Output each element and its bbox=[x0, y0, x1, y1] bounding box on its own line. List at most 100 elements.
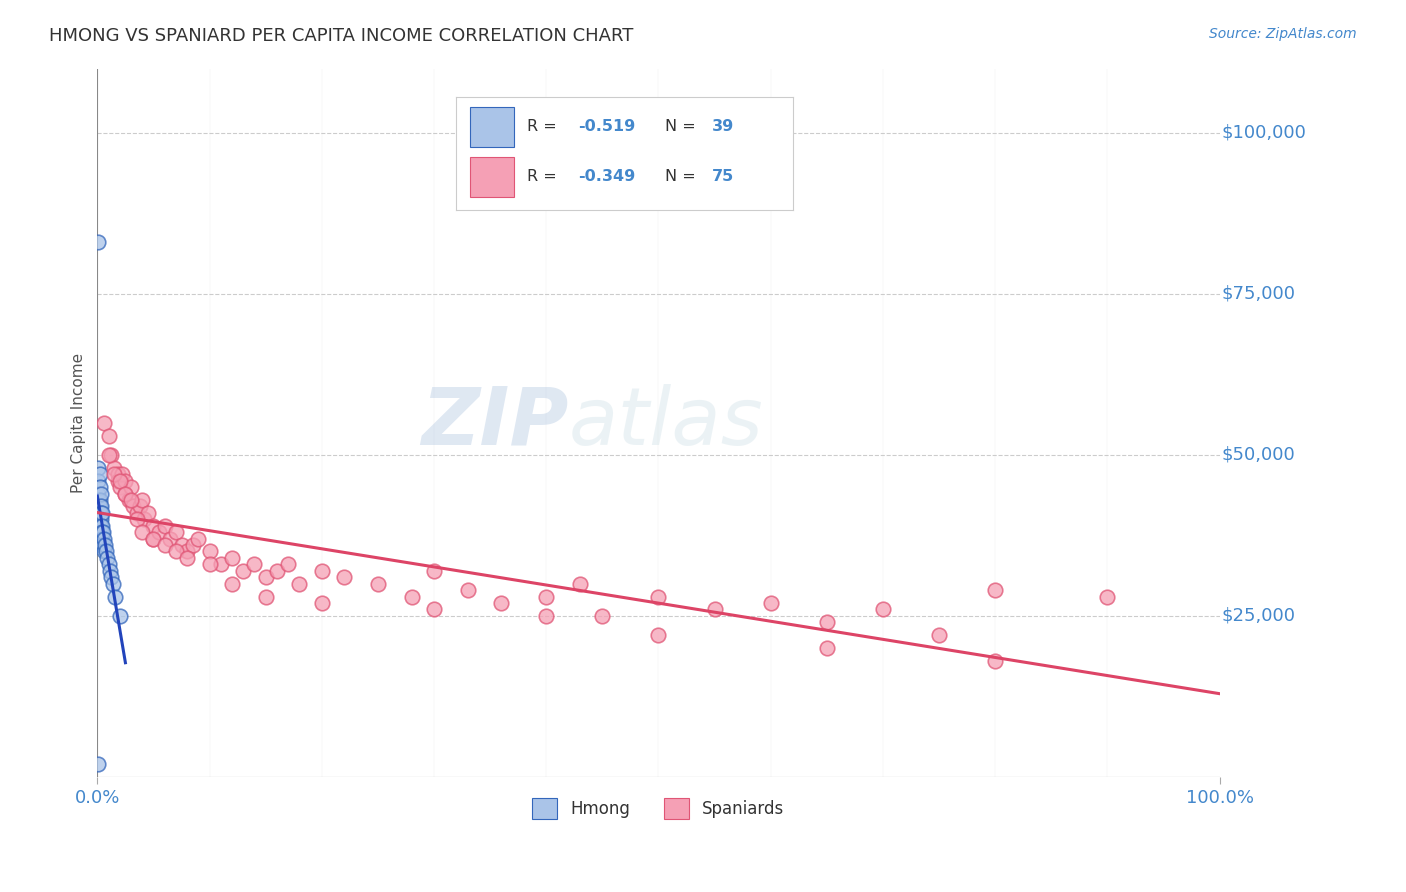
Point bbox=[90, 486, 112, 500]
Point bbox=[254, 590, 277, 604]
Point bbox=[181, 538, 204, 552]
Point bbox=[90, 518, 112, 533]
Point bbox=[209, 558, 232, 572]
Point bbox=[928, 628, 950, 642]
Point bbox=[93, 544, 115, 558]
Point bbox=[568, 576, 591, 591]
Point bbox=[125, 512, 148, 526]
Point bbox=[87, 235, 110, 250]
Point bbox=[90, 500, 112, 514]
Point bbox=[97, 428, 120, 442]
Point bbox=[89, 506, 111, 520]
Point bbox=[94, 538, 117, 552]
Point bbox=[122, 500, 145, 514]
Point bbox=[90, 506, 112, 520]
Point bbox=[423, 602, 446, 616]
Point bbox=[90, 538, 112, 552]
Point bbox=[90, 538, 112, 552]
Point bbox=[129, 500, 152, 514]
Point bbox=[89, 480, 111, 494]
Point bbox=[87, 460, 110, 475]
Point bbox=[136, 506, 159, 520]
Point bbox=[91, 538, 114, 552]
Point bbox=[159, 532, 181, 546]
Text: Source: ZipAtlas.com: Source: ZipAtlas.com bbox=[1209, 27, 1357, 41]
Point bbox=[243, 558, 266, 572]
Point bbox=[815, 615, 838, 630]
Point bbox=[647, 628, 669, 642]
Point bbox=[131, 493, 153, 508]
Point bbox=[107, 474, 129, 488]
Point bbox=[114, 474, 136, 488]
Point bbox=[108, 480, 131, 494]
Point bbox=[170, 538, 193, 552]
Point bbox=[176, 550, 198, 565]
Point bbox=[131, 525, 153, 540]
Text: ZIP: ZIP bbox=[422, 384, 568, 462]
Point bbox=[536, 608, 558, 623]
Point bbox=[91, 525, 114, 540]
Point bbox=[90, 532, 112, 546]
Point bbox=[108, 474, 131, 488]
Point bbox=[96, 550, 118, 565]
Point bbox=[134, 512, 156, 526]
Point bbox=[457, 583, 479, 598]
Point bbox=[367, 576, 389, 591]
Point bbox=[100, 448, 122, 462]
Point bbox=[90, 532, 112, 546]
Point bbox=[87, 486, 110, 500]
Point bbox=[232, 564, 254, 578]
Text: $100,000: $100,000 bbox=[1222, 124, 1306, 142]
Text: atlas: atlas bbox=[568, 384, 763, 462]
Point bbox=[89, 518, 111, 533]
Point bbox=[815, 641, 838, 656]
Point bbox=[311, 564, 333, 578]
Point bbox=[165, 525, 187, 540]
Point bbox=[153, 538, 176, 552]
Point bbox=[401, 590, 423, 604]
Point bbox=[148, 525, 170, 540]
Point bbox=[89, 512, 111, 526]
Point bbox=[101, 576, 124, 591]
Text: $25,000: $25,000 bbox=[1222, 607, 1296, 625]
Point bbox=[87, 756, 110, 771]
Y-axis label: Per Capita Income: Per Capita Income bbox=[72, 352, 86, 492]
Point bbox=[647, 590, 669, 604]
Point bbox=[142, 532, 165, 546]
Point bbox=[142, 518, 165, 533]
Point bbox=[89, 493, 111, 508]
Point bbox=[114, 486, 136, 500]
Point bbox=[254, 570, 277, 584]
Text: HMONG VS SPANIARD PER CAPITA INCOME CORRELATION CHART: HMONG VS SPANIARD PER CAPITA INCOME CORR… bbox=[49, 27, 634, 45]
Point bbox=[104, 590, 127, 604]
Point bbox=[111, 467, 134, 482]
Point bbox=[87, 493, 110, 508]
Point bbox=[120, 480, 142, 494]
Point bbox=[1097, 590, 1119, 604]
Point bbox=[153, 518, 176, 533]
Text: $75,000: $75,000 bbox=[1222, 285, 1296, 303]
Point bbox=[266, 564, 288, 578]
Point bbox=[333, 570, 356, 584]
Point bbox=[288, 576, 311, 591]
Point bbox=[221, 550, 243, 565]
Point bbox=[142, 532, 165, 546]
Point bbox=[984, 583, 1007, 598]
Point bbox=[90, 518, 112, 533]
Point bbox=[100, 570, 122, 584]
Point bbox=[187, 532, 209, 546]
Point bbox=[108, 608, 131, 623]
Point bbox=[703, 602, 725, 616]
Point bbox=[103, 467, 125, 482]
Point bbox=[89, 467, 111, 482]
Point bbox=[176, 544, 198, 558]
Point bbox=[198, 558, 221, 572]
Point bbox=[198, 544, 221, 558]
Point bbox=[96, 544, 118, 558]
Legend: Hmong, Spaniards: Hmong, Spaniards bbox=[526, 791, 792, 825]
Point bbox=[311, 596, 333, 610]
Point bbox=[97, 448, 120, 462]
Point bbox=[536, 590, 558, 604]
Point bbox=[984, 654, 1007, 668]
Text: $50,000: $50,000 bbox=[1222, 446, 1295, 464]
